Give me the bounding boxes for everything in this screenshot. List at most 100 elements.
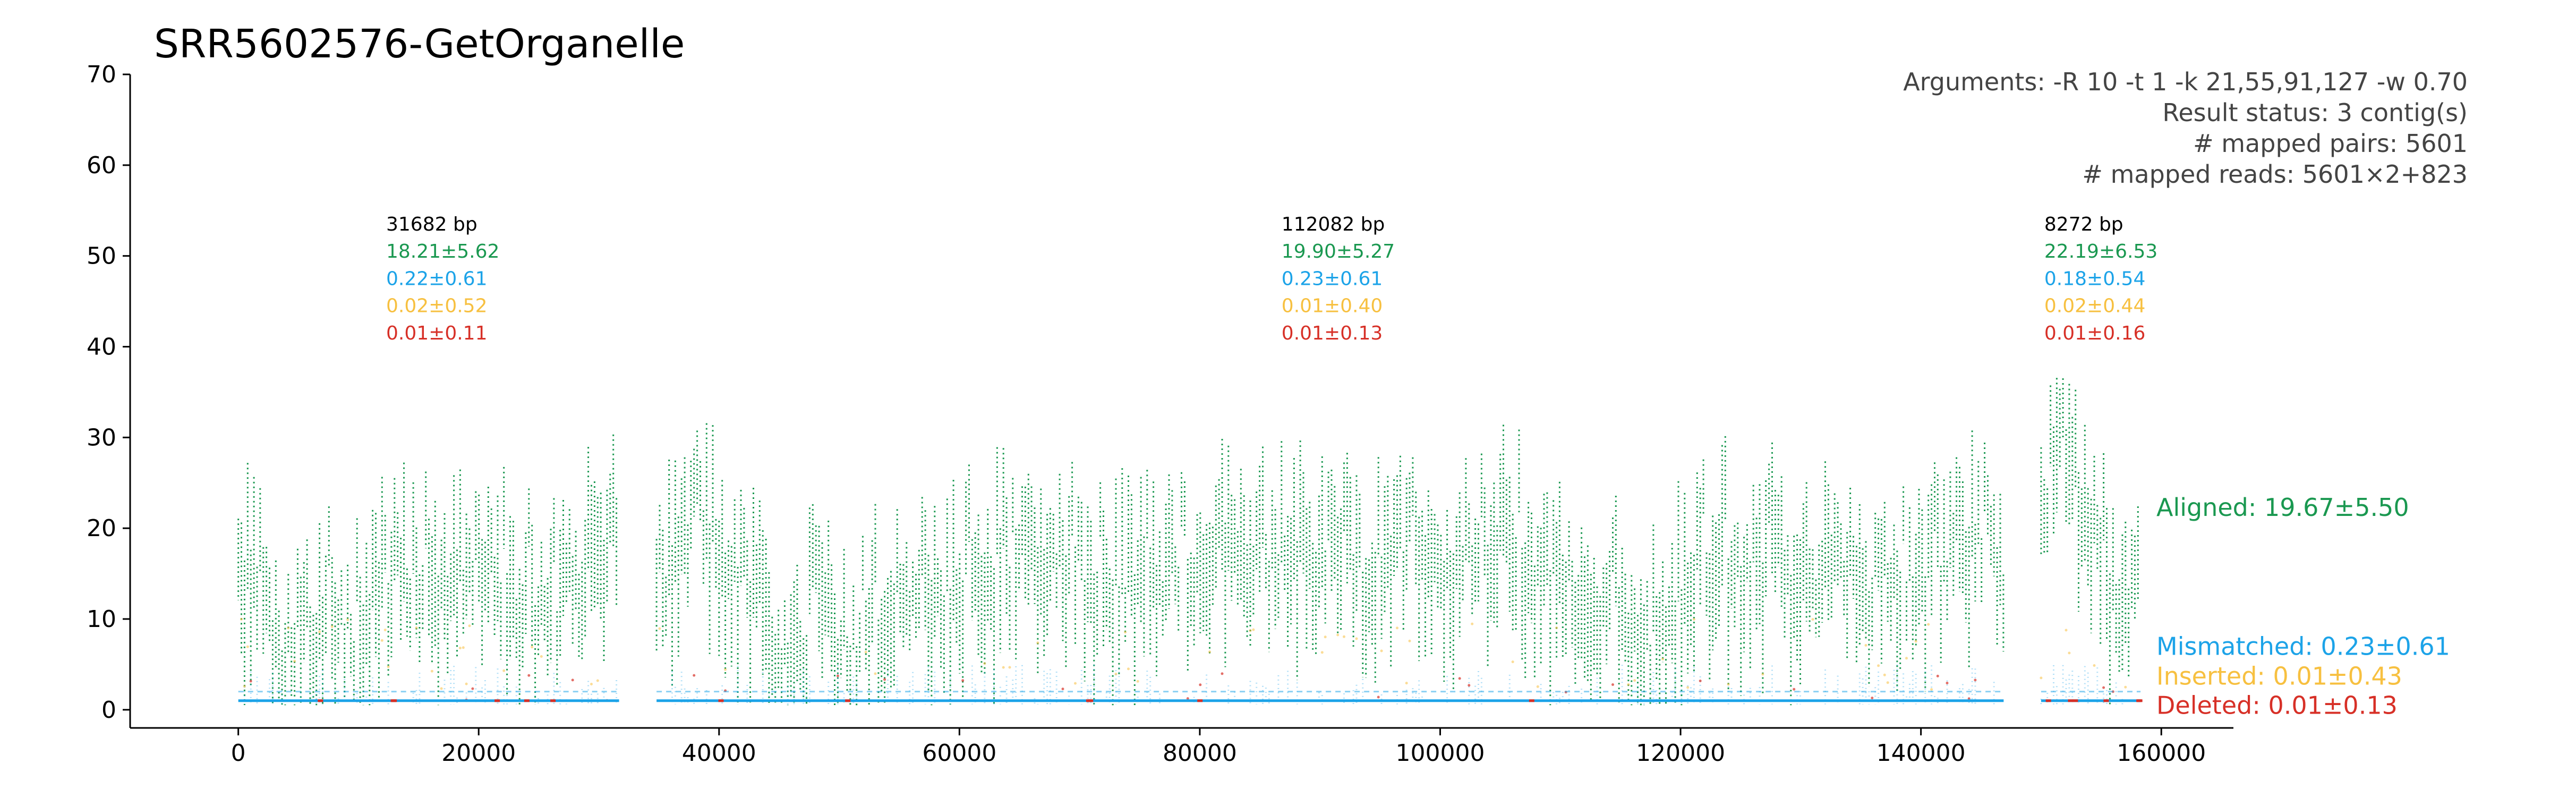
inserted-point (874, 672, 877, 675)
deleted-point (1061, 688, 1064, 691)
inserted-point (1864, 644, 1867, 647)
segment-mismatched-label: 0.18±0.54 (2044, 268, 2145, 290)
segment-inserted-label: 0.02±0.52 (386, 295, 487, 317)
inserted-point (1692, 618, 1695, 621)
deleted-point (836, 674, 839, 677)
inserted-point (1336, 633, 1340, 637)
inserted-point (1886, 681, 1889, 684)
inserted-point (502, 669, 506, 672)
inserted-point (1405, 682, 1408, 685)
x-tick-label: 80000 (1163, 740, 1237, 767)
inserted-point (1074, 682, 1077, 685)
inserted-point (1249, 629, 1252, 632)
inserted-point (465, 682, 468, 685)
inserted-point (531, 646, 534, 649)
inserted-point (1761, 673, 1764, 676)
deleted-point (1871, 697, 1874, 700)
inserted-point (380, 639, 383, 642)
inserted-point (1008, 666, 1011, 669)
inserted-point (243, 685, 246, 688)
inserted-point (1471, 622, 1474, 625)
inserted-point (1930, 688, 1933, 691)
inserted-point (1661, 657, 1665, 660)
chart-title: SRR5602576-GetOrganelle (154, 21, 685, 67)
x-tick-label: 100000 (1396, 740, 1485, 767)
inserted-point (596, 679, 599, 682)
inserted-point (1555, 626, 1558, 630)
segment-labels: 31682 bp 18.21±5.62 0.22±0.61 0.02±0.52 0.01… (386, 214, 2157, 344)
baseline-lines (238, 691, 2143, 702)
y-tick-label: 40 (87, 334, 116, 361)
inserted-point (1633, 679, 1636, 682)
y-tick-label: 20 (87, 515, 116, 542)
deleted-point (1377, 696, 1380, 699)
inserted-point (1883, 673, 1886, 676)
inserted-point (864, 650, 867, 654)
inserted-point (2093, 664, 2096, 667)
x-tick-label: 160000 (2117, 740, 2206, 767)
deleted-point (1468, 684, 1471, 687)
inserted-point (1127, 667, 1130, 671)
deleted-point (1936, 674, 1939, 677)
inserted-point (2068, 651, 2071, 655)
deleted-point (961, 679, 965, 682)
inserted-point (1536, 685, 1539, 688)
inserted-point (540, 655, 543, 658)
inserted-point (1627, 683, 1630, 686)
result-status-line: Result status: 3 contig(s) (2162, 98, 2468, 127)
legend-mismatched: Mismatched: 0.23±0.61 (2156, 632, 2450, 660)
inserted-point (1727, 683, 1730, 686)
inserted-point (240, 617, 243, 621)
deleted-point (1946, 682, 1949, 684)
inserted-point (1114, 673, 1118, 675)
arguments-line: Arguments: -R 10 -t 1 -k 21,55,91,127 -w… (1903, 67, 2468, 96)
segment-mismatched-label: 0.23±0.61 (1282, 268, 1383, 290)
y-tick-label: 70 (87, 61, 116, 88)
segment-mismatched-label: 0.22±0.61 (386, 268, 487, 290)
inserted-point (658, 627, 661, 630)
mapped-reads-line: # mapped reads: 5601×2+823 (2082, 160, 2468, 189)
inserted-point (330, 625, 334, 628)
deleted-point (1221, 672, 1224, 675)
inserted-point (440, 687, 443, 690)
inserted-point (1002, 666, 1005, 669)
deleted-point (1458, 677, 1461, 680)
x-tick-label: 60000 (922, 740, 996, 767)
inserted-point (415, 626, 418, 630)
segment-aligned-label: 22.19±6.53 (2044, 241, 2157, 262)
segment-deleted-label: 0.01±0.13 (1282, 323, 1383, 344)
deleted-point (883, 678, 886, 681)
inserted-point (1408, 639, 1411, 642)
coverage-dots (237, 378, 2139, 706)
inserted-point (430, 669, 433, 673)
inserted-point (1914, 640, 1917, 643)
deleted-point (1699, 680, 1702, 682)
axes: 0 10 20 30 40 50 60 70 0 20000 40000 60000 80000 1000… (87, 61, 2233, 767)
inserted-point (2124, 685, 2127, 689)
coverage-plot-area: 31682 bp 18.21±5.62 0.22±0.61 0.02±0.52 0.01… (87, 61, 2450, 767)
deleted-point (1199, 683, 1202, 686)
inserted-point (1124, 631, 1127, 634)
x-tick-label: 0 (231, 740, 246, 767)
inserted-point (1511, 660, 1514, 664)
inserted-point (383, 629, 387, 632)
y-tick-label: 10 (87, 606, 116, 633)
inserted-point (590, 683, 593, 685)
deleted-point (1793, 688, 1796, 691)
deleted-point (1611, 683, 1614, 686)
segment-aligned-label: 18.21±5.62 (386, 241, 499, 262)
deleted-point (1186, 697, 1189, 700)
mapped-pairs-line: # mapped pairs: 5601 (2193, 129, 2468, 158)
inserted-point (346, 618, 349, 621)
deleted-point (2102, 686, 2105, 689)
segment-aligned-label: 19.90±5.27 (1282, 241, 1395, 262)
inserted-point (1252, 628, 1255, 631)
inserted-point (458, 647, 462, 650)
inserted-point (1208, 650, 1211, 654)
inserted-point (1396, 626, 1398, 630)
inserted-point (1355, 637, 1358, 640)
deleted-point (693, 674, 696, 677)
segment-length-label: 8272 bp (2044, 214, 2123, 235)
legend-aligned: Aligned: 19.67±5.50 (2156, 493, 2409, 522)
